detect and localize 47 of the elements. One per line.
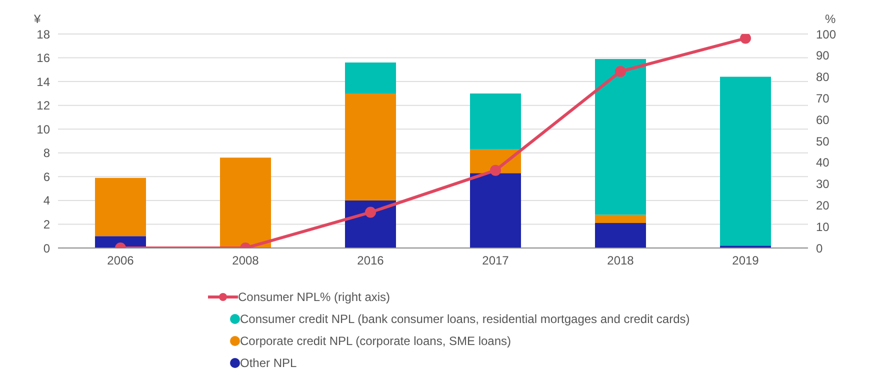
y2-axis-title: %	[825, 12, 836, 26]
legend-label: Other NPL	[240, 356, 297, 370]
x-tick-label: 2006	[107, 254, 134, 268]
x-tick-label: 2008	[232, 254, 260, 268]
bar	[595, 214, 646, 224]
point	[490, 164, 501, 176]
bar	[345, 200, 396, 248]
bar	[345, 93, 396, 200]
y-tick-label: 0	[43, 241, 50, 256]
y2-tick-label: 30	[816, 177, 830, 192]
y2-tick-label: 50	[816, 134, 830, 148]
bar	[470, 93, 521, 150]
y-tick-label: 12	[36, 98, 50, 113]
point	[615, 66, 626, 77]
x-tick-label: 2018	[607, 254, 634, 268]
bar	[345, 62, 396, 94]
y-tick-label: 14	[36, 74, 50, 89]
y-tick-label: 18	[36, 27, 50, 42]
y2-tick-label: 80	[816, 70, 830, 84]
y-tick-label: 16	[36, 51, 50, 66]
point	[740, 34, 751, 44]
y2-tick-label: 70	[816, 91, 830, 106]
x-tick-label: 2016	[357, 254, 384, 268]
bar	[95, 178, 146, 236]
legend-label: Consumer NPL% (right axis)	[238, 290, 390, 304]
y2-tick-label: 60	[816, 112, 830, 127]
y-tick-label: 10	[36, 122, 50, 136]
bar	[470, 173, 521, 248]
x-tick-label: 2019	[732, 254, 760, 268]
bar	[595, 223, 646, 248]
y2-tick-label: 0	[816, 241, 823, 256]
bar	[720, 76, 771, 246]
legend-label: Corporate credit NPL (corporate loans, SME loans)	[240, 334, 512, 348]
y-tick-label: 6	[43, 170, 50, 184]
y-tick-label: 8	[43, 146, 50, 160]
y2-tick-label: 40	[816, 156, 830, 170]
y2-tick-label: 90	[816, 48, 830, 63]
bar	[220, 158, 271, 248]
y2-tick-label: 20	[816, 198, 830, 212]
y-tick-label: 2	[43, 217, 50, 232]
x-tick-label: 2017	[482, 254, 510, 268]
y2-tick-label: 100	[816, 27, 836, 42]
legend-label: Consumer credit NPL (bank consumer loans, residential mortgages and credit cards)	[240, 312, 690, 326]
y2-tick-label: 10	[816, 220, 830, 234]
y-tick-label: 4	[43, 194, 50, 208]
y-axis-title: ¥	[34, 12, 41, 26]
bar	[595, 58, 646, 215]
